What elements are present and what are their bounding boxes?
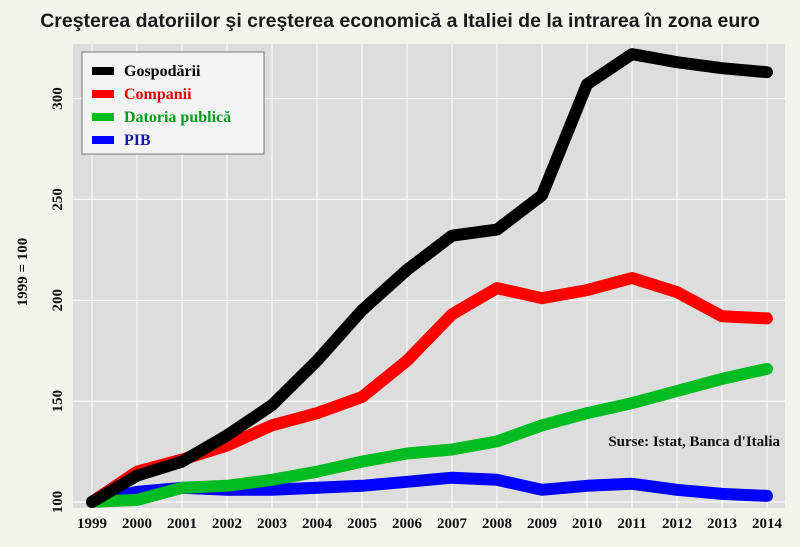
x-tick-label: 2004 bbox=[302, 516, 333, 532]
x-tick-label: 2005 bbox=[347, 516, 377, 532]
x-tick-label: 2014 bbox=[752, 516, 783, 532]
x-tick-label: 1999 bbox=[77, 516, 107, 532]
y-tick-label: 200 bbox=[50, 289, 66, 312]
y-tick-label: 100 bbox=[50, 491, 66, 514]
x-tick-label: 2006 bbox=[392, 516, 423, 532]
x-tick-label: 2001 bbox=[167, 516, 197, 532]
y-tick-label: 250 bbox=[50, 188, 66, 211]
legend-label: Datoria publică bbox=[124, 109, 231, 126]
series-group bbox=[86, 48, 773, 508]
y-axis: 100 150 200 250 300 bbox=[50, 87, 66, 513]
series-line-datoria-publica bbox=[86, 362, 773, 508]
x-tick-label: 2010 bbox=[572, 516, 602, 532]
x-tick-label: 2013 bbox=[707, 516, 737, 532]
x-tick-label: 2012 bbox=[662, 516, 692, 532]
x-tick-label: 2003 bbox=[257, 516, 287, 532]
legend: Gospodării Companii Datoria publică PIB bbox=[81, 51, 265, 155]
x-tick-label: 2000 bbox=[122, 516, 152, 532]
x-tick-label: 2008 bbox=[482, 516, 512, 532]
x-tick-label: 2011 bbox=[617, 516, 646, 532]
x-axis: 1999 2000 2001 2002 2003 2004 2005 2006 2007 2008… bbox=[77, 516, 783, 532]
y-axis-label: 1999 = 100 bbox=[15, 238, 31, 307]
source-annotation: Surse: Istat, Banca d'Italia bbox=[608, 434, 780, 450]
x-tick-label: 2007 bbox=[437, 516, 468, 532]
chart-title: Creşterea datoriilor şi creşterea econom… bbox=[40, 10, 760, 32]
y-tick-label: 300 bbox=[50, 87, 66, 110]
y-tick-label: 150 bbox=[50, 390, 66, 413]
x-tick-label: 2009 bbox=[527, 516, 557, 532]
series-line-gospoda-rii bbox=[86, 48, 773, 508]
legend-label: Gospodării bbox=[124, 63, 201, 80]
legend-label: Companii bbox=[124, 86, 192, 103]
legend-label: PIB bbox=[124, 132, 151, 149]
x-tick-label: 2002 bbox=[212, 516, 242, 532]
